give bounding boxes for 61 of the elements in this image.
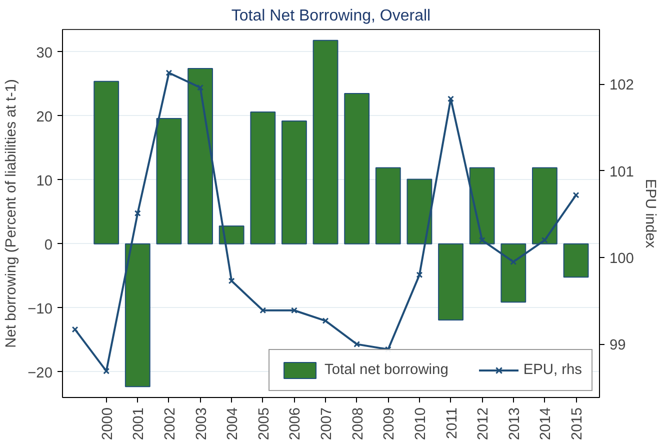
- x-tick-label: 2006: [288, 407, 304, 440]
- bar: [250, 112, 276, 244]
- y2-axis-title: EPU index: [642, 178, 658, 249]
- bar: [469, 167, 495, 244]
- x-tick-label: 2012: [476, 407, 492, 440]
- bar: [438, 243, 464, 321]
- point: [354, 340, 360, 348]
- y2-tick-label: 99: [610, 338, 626, 354]
- bar: [156, 118, 182, 244]
- x-tick-label: 2008: [350, 407, 366, 440]
- x-tick-label: 2010: [412, 407, 429, 440]
- x-tick-label: 2002: [162, 407, 178, 440]
- bar: [281, 120, 307, 244]
- y-tick-label: 20: [36, 109, 53, 126]
- y2-tick-label: 100: [610, 250, 634, 267]
- x-tick-label: 2000: [100, 407, 116, 440]
- bar: [312, 40, 338, 244]
- bar: [218, 225, 244, 244]
- point: [322, 318, 329, 324]
- y2-tick-label: 101: [610, 164, 634, 180]
- legend-label: Total net borrowing: [324, 362, 448, 378]
- point: [416, 272, 423, 278]
- bar: [532, 167, 558, 244]
- x-tick-label: 2004: [225, 407, 242, 440]
- bar: [406, 178, 432, 244]
- y-tick-label: 30: [36, 45, 53, 62]
- point: [260, 307, 266, 314]
- bar: [344, 93, 370, 244]
- legend-label: EPU, rhs: [523, 362, 582, 378]
- y-tick-label: −10: [28, 301, 53, 318]
- bar: [375, 167, 401, 244]
- bar: [500, 243, 526, 303]
- x-tick-label: 2013: [506, 407, 523, 440]
- chart-title: Total Net Borrowing, Overall: [231, 8, 431, 24]
- point: [103, 368, 110, 374]
- point: [166, 70, 172, 76]
- y-axis-title: Net borrowing (Percent of liabilities at t-1): [4, 79, 20, 348]
- x-tick-label: 2007: [319, 407, 336, 440]
- x-tick-label: 2015: [570, 407, 586, 440]
- x-tick-label: 2011: [444, 407, 460, 440]
- x-tick-label: 2014: [538, 407, 554, 440]
- bar: [94, 80, 120, 244]
- point: [510, 258, 517, 266]
- x-tick-label: 2009: [382, 407, 398, 440]
- point: [134, 210, 141, 217]
- x-tick-label: 2001: [131, 407, 148, 440]
- point: [228, 278, 235, 284]
- point: [541, 236, 548, 244]
- y-tick-label: −20: [28, 365, 53, 382]
- y-tick-label: 10: [36, 173, 53, 190]
- point: [448, 96, 454, 102]
- bar: [563, 243, 589, 278]
- point: [572, 192, 580, 198]
- point: [197, 84, 204, 91]
- x-tick-label: 2003: [194, 407, 210, 440]
- x-tick-label: 2005: [256, 407, 272, 440]
- point: [72, 326, 78, 333]
- point: [290, 307, 298, 314]
- y2-tick-label: 102: [610, 78, 634, 94]
- point: [478, 236, 486, 244]
- y-tick-label: 0: [44, 237, 53, 254]
